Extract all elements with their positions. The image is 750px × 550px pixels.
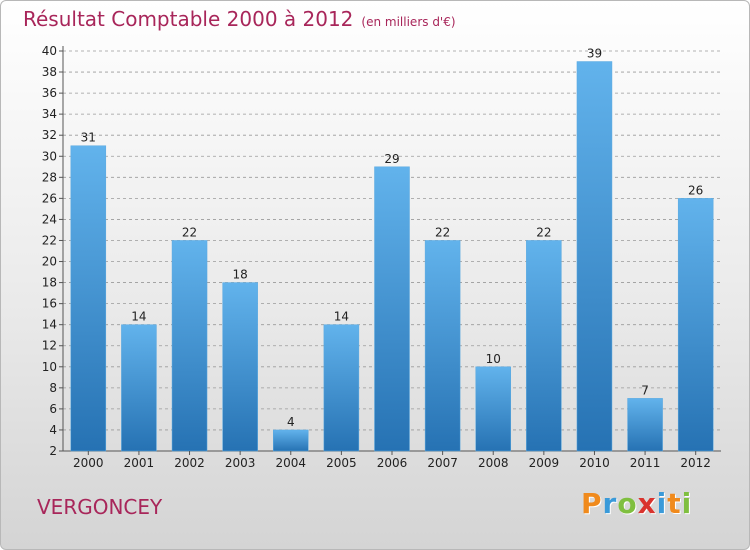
y-tick-label: 10 <box>42 360 57 374</box>
y-tick-label: 38 <box>42 65 57 79</box>
x-tick-label: 2010 <box>579 456 610 470</box>
chart-title: Résultat Comptable 2000 à 2012 (en millie… <box>23 7 456 31</box>
bars: 31 14 22 18 4 14 29 22 10 22 39 7 26 <box>70 47 714 452</box>
bar <box>526 240 562 452</box>
logo-letter: i <box>656 487 668 520</box>
bar-value-label: 14 <box>131 310 146 324</box>
bar-value-label: 22 <box>435 225 450 239</box>
bar-value-label: 14 <box>334 310 349 324</box>
bar <box>677 198 714 452</box>
bar <box>121 324 157 452</box>
bar <box>627 398 663 452</box>
bar <box>374 166 410 452</box>
x-tick-label: 2002 <box>174 456 205 470</box>
y-tick-label: 26 <box>42 191 57 205</box>
bar <box>222 282 258 452</box>
chart-title-text: Résultat Comptable 2000 à 2012 <box>23 7 354 31</box>
logo-letter: t <box>667 487 682 520</box>
y-tick-label: 40 <box>42 44 57 58</box>
x-axis-ticks: 2000 2001 2002 2003 2004 2005 2006 2007 2008 2009… <box>73 451 711 470</box>
chart-subtitle: (en milliers d'€) <box>361 15 456 29</box>
logo-letter: P <box>581 487 603 520</box>
y-tick-label: 22 <box>42 233 57 247</box>
bar <box>171 240 208 452</box>
x-tick-label: 2011 <box>630 456 661 470</box>
x-tick-label: 2000 <box>73 456 104 470</box>
y-tick-label: 16 <box>42 297 57 311</box>
logo-letter: i <box>681 487 693 520</box>
bar-value-label: 39 <box>587 47 602 61</box>
bar <box>475 366 511 452</box>
y-tick-label: 36 <box>42 86 57 100</box>
proxiti-logo: Proxiti <box>581 487 692 520</box>
x-tick-label: 2007 <box>427 456 458 470</box>
y-tick-label: 14 <box>42 318 57 332</box>
place-name: VERGONCEY <box>37 495 163 519</box>
x-tick-label: 2006 <box>377 456 408 470</box>
bar-value-label: 26 <box>688 183 703 197</box>
y-tick-label: 18 <box>42 276 57 290</box>
bar-value-label: 4 <box>287 415 295 429</box>
x-tick-label: 2005 <box>326 456 357 470</box>
bar-value-label: 22 <box>182 225 197 239</box>
logo-letter: x <box>637 487 657 520</box>
y-tick-label: 28 <box>42 170 57 184</box>
y-tick-label: 6 <box>49 402 57 416</box>
y-tick-label: 24 <box>42 212 57 226</box>
x-tick-label: 2012 <box>680 456 711 470</box>
x-tick-label: 2009 <box>529 456 560 470</box>
bar <box>424 240 461 452</box>
x-tick-label: 2004 <box>275 456 306 470</box>
y-tick-label: 20 <box>42 255 57 269</box>
bar <box>576 61 613 452</box>
bar-value-label: 29 <box>384 152 399 166</box>
bar <box>323 324 360 452</box>
bar-value-label: 22 <box>536 225 551 239</box>
bar-value-label: 18 <box>233 268 248 282</box>
bar-value-label: 31 <box>81 131 96 145</box>
y-tick-label: 32 <box>42 128 57 142</box>
bar-value-label: 7 <box>641 383 649 397</box>
y-tick-label: 8 <box>49 381 57 395</box>
logo-letter: r <box>602 487 618 520</box>
y-tick-label: 34 <box>42 107 57 121</box>
y-tick-label: 12 <box>42 339 57 353</box>
x-tick-label: 2003 <box>225 456 256 470</box>
x-tick-label: 2001 <box>124 456 155 470</box>
logo-letter: o <box>617 487 638 520</box>
y-tick-label: 2 <box>49 444 57 458</box>
bar <box>70 145 107 452</box>
bar <box>273 429 309 452</box>
y-tick-label: 30 <box>42 149 57 163</box>
y-tick-label: 4 <box>49 423 57 437</box>
x-tick-label: 2008 <box>478 456 509 470</box>
bar-value-label: 10 <box>486 352 501 366</box>
